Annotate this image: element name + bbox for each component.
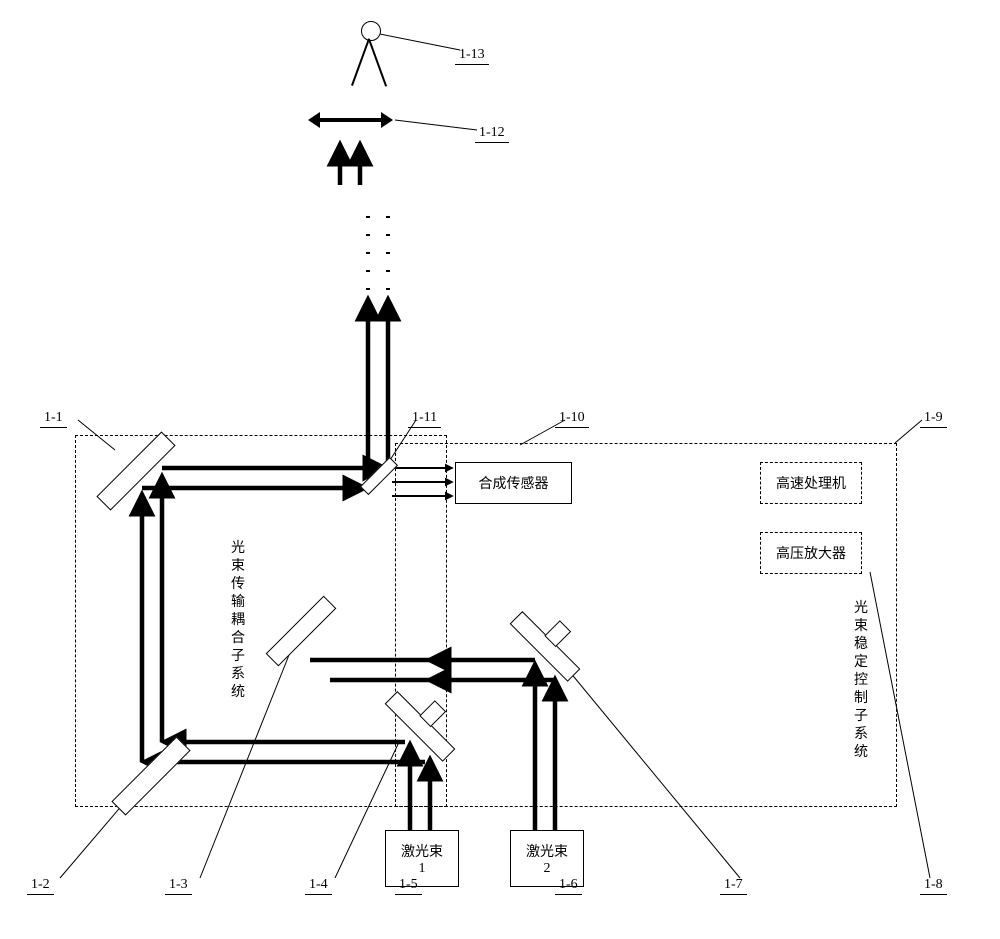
label-1-1-text: 1-1 [44,410,63,425]
label-1-9: 1-9 [920,408,947,428]
hs-processor-box: 高速处理机 [760,462,862,504]
label-1-6-text: 1-6 [559,877,578,892]
label-1-2: 1-2 [27,875,54,895]
label-1-12-text: 1-12 [479,125,505,140]
label-1-3: 1-3 [165,875,192,895]
hv-amplifier-text: 高压放大器 [776,543,846,563]
coupling-subsystem-text: 光束传输耦合子系统 [230,540,246,702]
label-1-8: 1-8 [920,875,947,895]
label-1-12: 1-12 [475,123,509,143]
combine-sensor-text: 合成传感器 [479,473,549,493]
label-1-13-text: 1-13 [459,47,485,62]
label-1-7: 1-7 [720,875,747,895]
label-1-5-text: 1-5 [399,877,418,892]
control-subsystem-label: 光束稳定控制子系统 [853,600,869,762]
label-1-6: 1-6 [555,875,582,895]
combine-sensor-box: 合成传感器 [455,462,572,504]
control-subsystem-text: 光束稳定控制子系统 [853,600,869,762]
coupling-subsystem-box [75,435,447,807]
gimbal-mirror-1-12 [308,112,393,128]
label-1-10-text: 1-10 [559,410,585,425]
label-1-3-text: 1-3 [169,877,188,892]
hs-processor-text: 高速处理机 [776,473,846,493]
label-1-7-text: 1-7 [724,877,743,892]
laser1-text: 激光束 1 [401,841,443,877]
label-1-11: 1-11 [408,408,441,428]
label-1-11-text: 1-11 [412,410,437,425]
label-1-9-text: 1-9 [924,410,943,425]
coupling-subsystem-label: 光束传输耦合子系统 [230,540,246,702]
label-1-4-text: 1-4 [309,877,328,892]
label-1-13: 1-13 [455,45,489,65]
label-1-5: 1-5 [395,875,422,895]
target-1-13 [361,21,381,41]
label-1-4: 1-4 [305,875,332,895]
label-1-1: 1-1 [40,408,67,428]
laser2-text: 激光束 2 [526,841,568,877]
hv-amplifier-box: 高压放大器 [760,532,862,574]
label-1-2-text: 1-2 [31,877,50,892]
label-1-8-text: 1-8 [924,877,943,892]
label-1-10: 1-10 [555,408,589,428]
